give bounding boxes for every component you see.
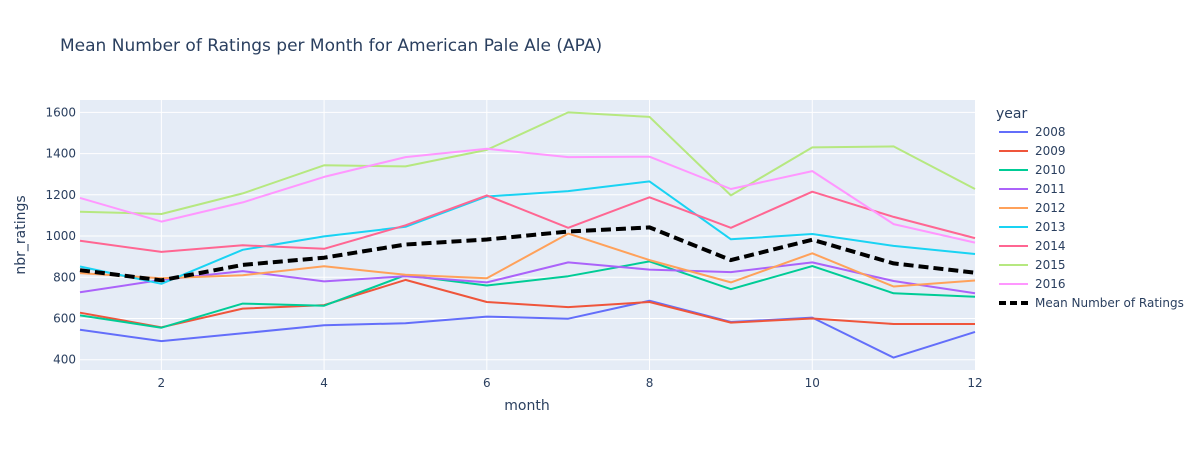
y-tick-label: 600 (53, 311, 76, 325)
legend-item-label: 2015 (1035, 258, 1066, 272)
legend-item-label: 2011 (1035, 182, 1066, 196)
x-tick-label: 12 (967, 376, 982, 390)
x-axis-title: month (504, 398, 549, 414)
x-tick-label: 4 (320, 376, 328, 390)
series-line-7 (79, 190, 976, 253)
legend-item-label: Mean Number of Ratings (1035, 296, 1184, 310)
y-tick-label: 800 (53, 270, 76, 284)
y-tick-label: 400 (53, 353, 76, 367)
legend-item-label: 2012 (1035, 201, 1066, 215)
x-tick-label: 10 (805, 376, 820, 390)
legend-item-label: 2008 (1035, 125, 1066, 139)
series-line-5 (79, 232, 976, 288)
legend-item-label: 2013 (1035, 220, 1066, 234)
legend-item-label: 2009 (1035, 144, 1066, 158)
series-line-9 (79, 147, 976, 244)
series-line-4 (79, 261, 976, 295)
legend: year 2008 2009 2010 2011 2012 2013 2014 2015 201… (996, 106, 1184, 310)
x-tick-label: 2 (158, 376, 166, 390)
series-line-6 (79, 180, 976, 285)
y-tick-label: 1600 (45, 105, 76, 119)
y-tick-label: 1000 (45, 229, 76, 243)
chart-title: Mean Number of Ratings per Month for Ame… (60, 36, 602, 56)
x-tick-label: 6 (483, 376, 491, 390)
y-tick-label: 1400 (45, 147, 76, 161)
legend-item-label: 2016 (1035, 277, 1066, 291)
series-line-8 (79, 111, 976, 215)
series-line-1 (79, 299, 976, 359)
series-lines (79, 111, 976, 359)
x-tick-label: 8 (646, 376, 654, 390)
series-line-10 (79, 225, 976, 283)
x-axis-ticks: 2 4 6 8 10 12 (158, 376, 983, 390)
y-axis-ticks: 400 600 800 1000 1200 1400 1600 (45, 105, 76, 366)
legend-item-label: 2014 (1035, 239, 1066, 253)
y-tick-label: 1200 (45, 188, 76, 202)
series-line-3 (79, 260, 976, 329)
legend-title: year (996, 106, 1027, 122)
series-line-2 (79, 278, 975, 329)
legend-item-label: 2010 (1035, 163, 1066, 177)
y-axis-title: nbr_ratings (13, 195, 29, 274)
